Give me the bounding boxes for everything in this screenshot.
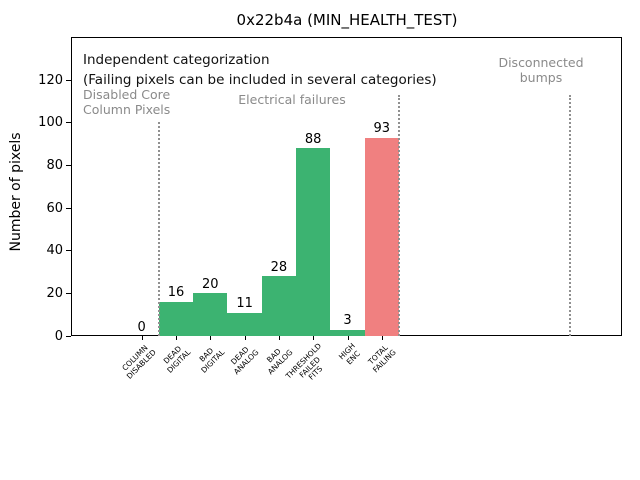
x-tick-mark xyxy=(210,336,212,340)
y-tick-mark xyxy=(66,335,71,337)
y-tick-label: 80 xyxy=(46,157,63,173)
bar-value-label: 20 xyxy=(202,276,219,292)
annotation-group-disabled: Disabled Core Column Pixels xyxy=(83,87,171,117)
y-axis-label: Number of pixels xyxy=(8,132,24,252)
annotation-group-disabled-line1: Disabled Core xyxy=(83,87,171,102)
bar xyxy=(330,329,365,336)
y-tick-label: 120 xyxy=(38,72,63,88)
y-tick-label: 40 xyxy=(46,243,63,259)
region-separator-line xyxy=(569,95,572,336)
annotation-group-disabled-line2: Column Pixels xyxy=(83,101,171,117)
bar xyxy=(158,301,194,336)
annotation-independent-title: Independent categorization xyxy=(83,52,270,68)
x-tick-label: DEAD ANALOG xyxy=(229,344,261,376)
annotation-group-disconnected-line1: Disconnected xyxy=(498,55,584,70)
x-tick-mark xyxy=(278,336,280,340)
y-tick-mark xyxy=(66,250,71,252)
bar xyxy=(364,137,399,336)
y-tick-label: 60 xyxy=(46,200,63,216)
x-tick-label: DEAD DIGITAL xyxy=(161,344,192,375)
region-separator-line xyxy=(157,122,160,336)
y-tick-mark xyxy=(66,79,71,81)
bar-value-label: 93 xyxy=(373,121,391,137)
bar-value-label: 0 xyxy=(137,319,146,335)
bar-value-label: 28 xyxy=(270,259,288,275)
y-tick-mark xyxy=(66,122,71,124)
bar xyxy=(193,293,228,336)
annotation-group-disconnected-line2: bumps xyxy=(519,70,563,85)
x-tick-label: BAD DIGITAL xyxy=(197,345,226,375)
x-tick-label: COLUMN DISABLED xyxy=(120,343,158,381)
y-tick-mark xyxy=(66,164,71,166)
x-tick-mark xyxy=(141,336,143,340)
annotation-group-electrical: Electrical failures xyxy=(238,92,346,107)
chart-title: 0x22b4a (MIN_HEALTH_TEST) xyxy=(236,11,458,29)
bar-value-label: 88 xyxy=(304,131,322,147)
x-tick-mark xyxy=(313,336,315,340)
plot-area xyxy=(71,37,622,336)
bar xyxy=(296,148,331,336)
x-tick-mark xyxy=(381,336,383,340)
y-tick-label: 0 xyxy=(54,328,63,344)
annotation-independent-subtitle: (Failing pixels can be included in sever… xyxy=(83,72,437,88)
bar-value-label: 3 xyxy=(343,313,352,329)
bar-value-label: 11 xyxy=(236,296,253,312)
x-tick-mark xyxy=(176,336,177,340)
x-tick-label: TOTAL FAILING xyxy=(366,343,398,375)
y-tick-mark xyxy=(66,207,71,209)
bar xyxy=(227,312,262,336)
x-tick-label: HIGH ENC xyxy=(337,341,362,367)
region-separator-line xyxy=(397,95,400,336)
x-tick-mark xyxy=(347,336,349,340)
y-tick-label: 20 xyxy=(46,285,63,301)
annotation-group-disconnected: Disconnected bumps xyxy=(471,55,611,85)
bar-value-label: 16 xyxy=(167,285,185,301)
x-tick-label: THRESHOLD FAILED FITS xyxy=(283,341,325,382)
bar xyxy=(261,276,297,336)
y-tick-mark xyxy=(66,292,71,294)
x-tick-mark xyxy=(244,336,246,340)
y-tick-label: 100 xyxy=(38,115,63,131)
